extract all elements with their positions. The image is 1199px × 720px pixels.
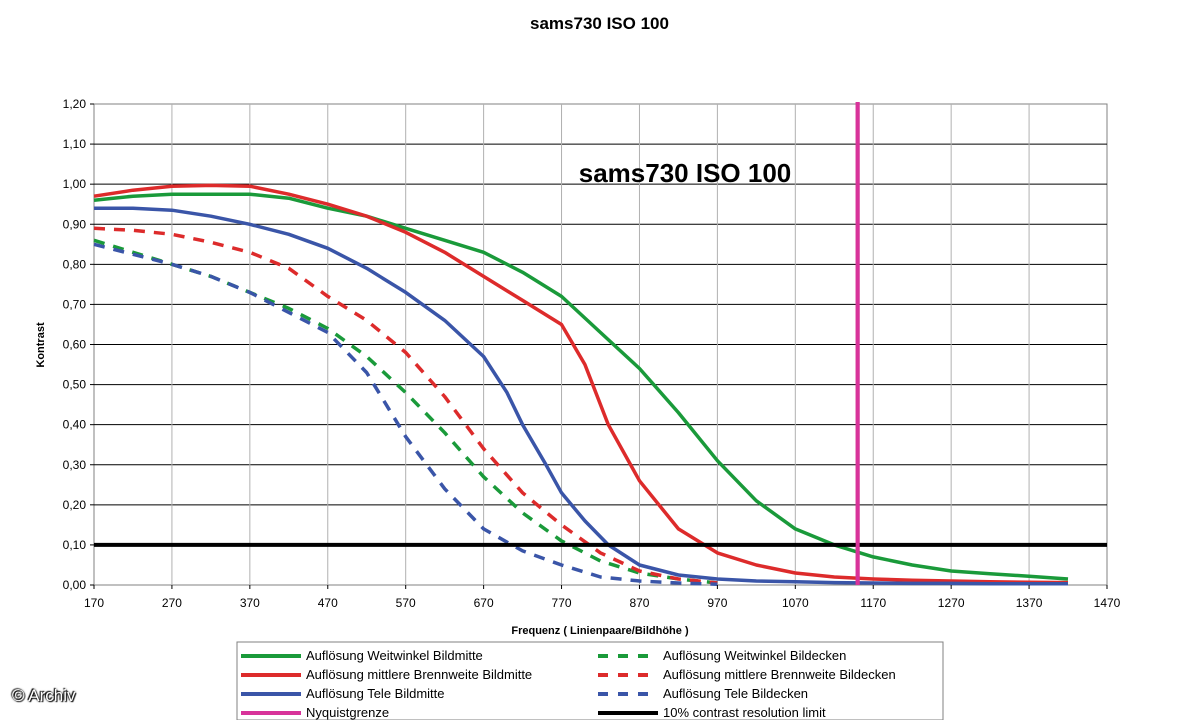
x-tick-label: 1470 [1094, 596, 1121, 610]
axis-ticks: 0,00 0,10 0,20 0,30 0,40 0,50 0,60 0,70 0,80 0,90… [63, 97, 1121, 610]
x-tick-label: 770 [552, 596, 572, 610]
x-tick-label: 370 [240, 596, 260, 610]
y-tick-label: 0,70 [63, 297, 87, 311]
y-tick-label: 0,80 [63, 257, 87, 271]
x-tick-label: 270 [162, 596, 182, 610]
legend-label: Auflösung mittlere Brennweite Bildmitte [306, 667, 532, 682]
x-tick-label: 570 [396, 596, 416, 610]
legend-label: Auflösung mittlere Brennweite Bildecken [663, 667, 896, 682]
x-tick-label: 1370 [1016, 596, 1043, 610]
y-tick-label: 0,90 [63, 217, 87, 231]
y-tick-label: 1,20 [63, 97, 87, 111]
series-aufl-sung-mittlere-brennweite-bildecken [93, 226, 718, 585]
x-tick-label: 970 [707, 596, 727, 610]
x-tick-label: 170 [84, 596, 104, 610]
x-tick-label: 470 [318, 596, 338, 610]
legend-label: Nyquistgrenze [306, 705, 389, 720]
x-tick-label: 670 [474, 596, 494, 610]
y-tick-label: 0,30 [63, 458, 87, 472]
y-tick-label: 1,00 [63, 177, 87, 191]
legend-label: Auflösung Tele Bildmitte [306, 686, 445, 701]
series-aufl-sung-tele-bildecken [93, 242, 718, 586]
legend-label: Auflösung Weitwinkel Bildmitte [306, 648, 483, 663]
series-layer [93, 102, 1107, 586]
y-tick-label: 1,10 [63, 137, 87, 151]
series-aufl-sung-weitwinkel-bildmitte [93, 192, 1069, 581]
y-tick-label: 0,50 [63, 378, 87, 392]
legend-box [236, 641, 944, 720]
watermark: © Archiv [12, 686, 76, 705]
y-tick-label: 0,10 [63, 538, 87, 552]
x-tick-label: 1270 [938, 596, 965, 610]
y-tick-label: 0,00 [63, 578, 87, 592]
legend: Auflösung Weitwinkel Bildmitte Auflösung … [241, 648, 896, 720]
x-axis-title: Frequenz ( Linienpaare/Bildhöhe ) [511, 625, 689, 637]
y-tick-label: 0,60 [63, 338, 87, 352]
legend-label: Auflösung Tele Bildecken [663, 686, 808, 701]
series-aufl-sung-mittlere-brennweite-bildmitte [93, 183, 1069, 585]
grid [94, 104, 1107, 585]
y-tick-label: 0,20 [63, 498, 87, 512]
inner-title: sams730 ISO 100 [579, 158, 792, 188]
legend-label: Auflösung Weitwinkel Bildecken [663, 648, 846, 663]
y-axis-title: Kontrast [35, 322, 47, 368]
chart-title: sams730 ISO 100 [530, 14, 669, 33]
x-tick-label: 1070 [782, 596, 809, 610]
x-tick-label: 1170 [860, 596, 886, 610]
series-aufl-sung-tele-bildmitte [94, 206, 1068, 586]
x-tick-label: 870 [629, 596, 649, 610]
legend-label: 10% contrast resolution limit [663, 705, 826, 720]
y-tick-label: 0,40 [63, 418, 87, 432]
